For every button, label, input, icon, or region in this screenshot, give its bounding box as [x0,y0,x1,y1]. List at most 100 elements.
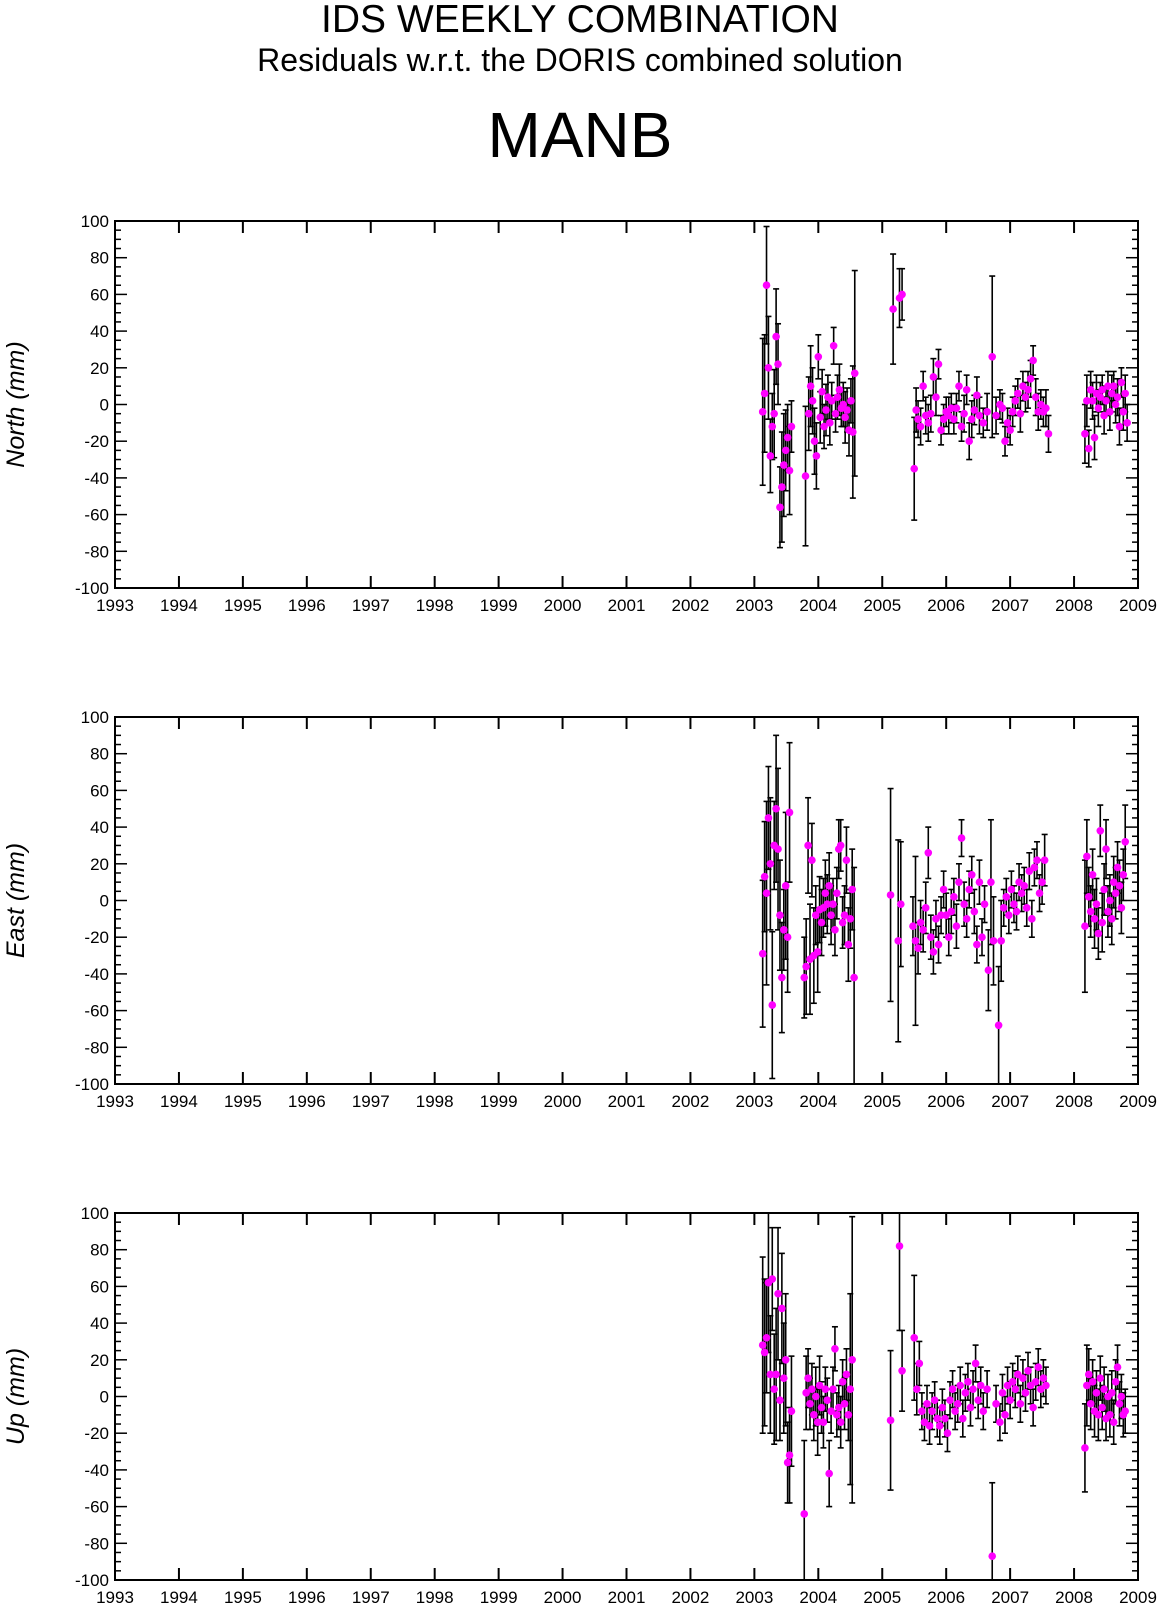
up-point [810,1411,818,1419]
up-y-tick-label: 40 [90,1314,109,1333]
up-point [895,1242,904,1250]
east-point [1081,922,1089,930]
up-point [1121,1407,1130,1415]
north-point [1119,408,1128,416]
north-point [776,503,784,512]
up-point [966,1403,975,1412]
north-point [975,411,984,420]
north-point [808,397,817,405]
east-point [813,948,822,956]
north-point [957,422,966,431]
north-y-tick-label: -80 [84,542,109,561]
north-point [916,422,925,431]
east-point [1033,856,1041,864]
north-point [774,360,782,368]
east-x-tick-label: 2002 [672,1092,710,1111]
up-point [817,1403,826,1412]
north-point [1031,393,1040,401]
north-point [1008,408,1017,416]
east-point [1010,900,1018,908]
north-point [1123,419,1131,427]
north-point [1011,397,1020,405]
north-x-tick-label: 1998 [416,596,454,615]
east-x-tick-label: 1995 [224,1092,262,1111]
north-point [820,422,828,431]
north-point [783,433,792,442]
north-point [962,386,971,394]
up-point [806,1400,814,1408]
north-x-tick-label: 1995 [224,596,262,615]
east-point [802,962,810,971]
north-point [983,408,991,416]
up-point [819,1418,828,1426]
up-point [844,1411,853,1419]
east-point [1028,915,1036,923]
east-point [965,885,974,894]
east-point [1005,911,1013,919]
east-point [911,937,920,945]
east-point [896,900,905,908]
east-point [811,911,820,919]
east-point [997,937,1005,945]
east-point [823,900,832,908]
east-point [1121,837,1130,846]
up-point [811,1392,820,1401]
east-point [989,937,998,945]
east-point [829,900,837,908]
north-point [960,409,968,418]
north-point [973,391,981,400]
up-point [840,1400,849,1408]
north-point [835,386,844,394]
north-point [779,461,788,469]
east-point [955,878,963,886]
up-point [785,1451,794,1460]
up-point [1083,1381,1091,1390]
north-y-tick-label: 60 [90,285,109,304]
up-point [951,1407,959,1415]
north-point [889,305,897,313]
east-point [804,841,812,850]
east-point [1035,889,1044,897]
north-point [1086,386,1095,394]
up-panel: 1993 1994 1995 1996 1997 1998 1999 2000 2001 2002… [2,1204,1157,1607]
north-point [849,428,857,436]
east-point [779,926,788,934]
up-point [772,1370,780,1379]
up-point [1039,1374,1048,1382]
up-y-tick-label: 20 [90,1351,109,1370]
north-point [932,393,940,401]
north-point [818,387,826,396]
east-point [1022,904,1031,912]
north-point [1083,397,1091,405]
up-point [1029,1403,1037,1412]
north-point [760,389,769,398]
east-data [758,734,1130,1084]
up-x-tick-label: 2006 [927,1588,965,1607]
up-x-tick-label: 2002 [672,1588,710,1607]
east-point [1020,882,1028,890]
east-point [1107,915,1116,923]
up-point [898,1367,906,1375]
north-point [1013,389,1022,398]
north-x-tick-label: 2002 [672,596,710,615]
north-x-tick-label: 2003 [735,596,773,615]
up-point [842,1370,851,1379]
north-point [1100,411,1108,420]
north-y-tick-label: 40 [90,322,109,341]
north-point [1001,437,1009,446]
east-point [781,882,790,890]
up-point [823,1396,832,1404]
north-point [816,413,825,422]
up-point [804,1374,812,1382]
up-point [813,1418,822,1426]
up-y-tick-label: -20 [84,1424,109,1443]
east-point [1102,845,1110,853]
east-point [970,907,979,916]
up-point [766,1370,775,1379]
east-point [1086,907,1095,916]
up-point [992,1400,1000,1408]
north-point [898,290,906,299]
north-point [929,373,938,381]
east-point [957,834,966,842]
up-point [988,1552,997,1560]
